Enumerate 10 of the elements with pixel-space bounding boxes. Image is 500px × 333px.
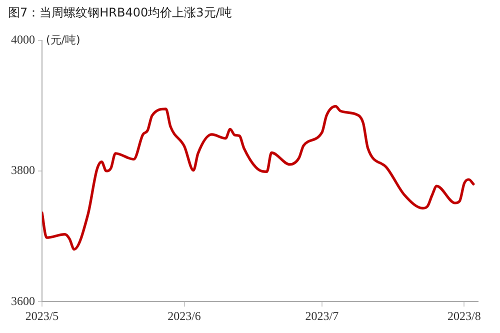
x-tick-label: 2023/8 <box>448 308 481 323</box>
y-tick-label: 4000 <box>11 32 35 47</box>
x-tick-label: 2023/6 <box>168 308 201 323</box>
x-tick-label: 2023/5 <box>25 308 59 323</box>
y-axis-title: (元/吨) <box>46 33 80 46</box>
y-tick-label: 3800 <box>11 163 35 178</box>
y-tick-label: 3600 <box>11 294 35 308</box>
chart-title: 图7：当周螺纹钢HRB400均价上涨3元/吨 <box>8 5 232 20</box>
line-series <box>42 105 475 251</box>
x-tick-label: 2023/7 <box>305 308 339 323</box>
